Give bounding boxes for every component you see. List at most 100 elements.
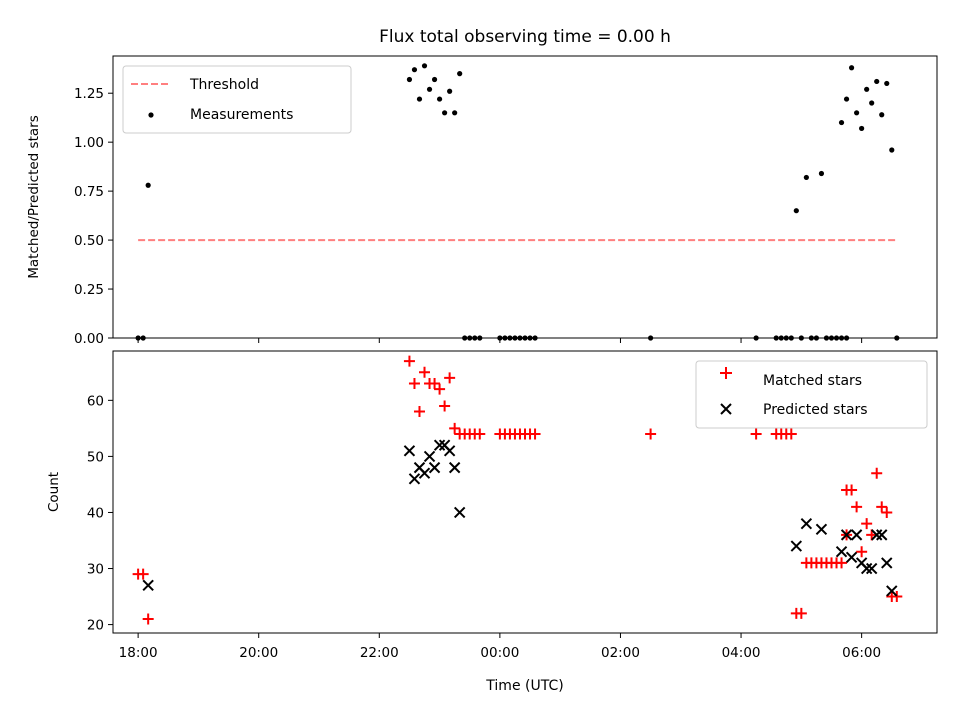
predicted-stars-point	[443, 445, 456, 457]
ratio-y-tick-label: 0.25	[74, 282, 104, 298]
matched-legend-swatch	[720, 367, 732, 379]
matched-stars-point	[861, 518, 873, 530]
predicted-stars-point	[881, 557, 893, 569]
matched-stars-point	[785, 428, 797, 440]
matched-stars-point	[846, 484, 858, 496]
count-plot-frame	[112, 350, 938, 634]
measurements-point	[416, 96, 423, 102]
ratio-plot-frame	[112, 55, 938, 339]
measurements-point	[426, 86, 433, 92]
legend-label-measurements: Measurements	[190, 107, 293, 123]
count-y-ticks: 20 30 40 50 60	[87, 393, 113, 634]
measurements-point	[431, 76, 438, 83]
x-tick-label: 02:00	[601, 645, 640, 661]
x-tick-label: 20:00	[239, 645, 278, 661]
matched-stars-point	[871, 467, 883, 479]
matched-stars-point	[851, 501, 863, 513]
predicted-legend-swatch	[720, 403, 732, 415]
measurements-point	[889, 147, 895, 153]
predicted-stars-point	[448, 461, 461, 474]
ratio-panel: Flux total observing time = 0.00 h Match…	[26, 27, 938, 347]
legend-label-threshold: Threshold	[189, 77, 259, 93]
matched-stars-point	[645, 428, 657, 440]
measurements-point	[447, 88, 453, 94]
predicted-stars-point	[790, 540, 803, 552]
ratio-y-tick-label: 0.50	[74, 233, 104, 249]
matched-stars-point	[444, 372, 456, 384]
matched-stars-point	[795, 607, 807, 619]
predicted-stars-point	[865, 562, 878, 575]
matched-stars-point	[876, 501, 888, 513]
measurements-point	[421, 63, 428, 69]
predicted-stars-point	[876, 529, 888, 541]
predicted-stars-point	[403, 445, 416, 457]
x-tick-label: 18:00	[119, 645, 158, 661]
x-tick-label: 04:00	[722, 645, 761, 661]
predicted-stars-point	[428, 461, 441, 474]
x-axis-label: Time (UTC)	[485, 678, 563, 694]
predicted-stars-point	[142, 579, 154, 592]
measurements-point	[859, 125, 865, 132]
matched-stars-point	[419, 366, 431, 378]
measurements-point	[406, 76, 413, 83]
y-axis-label-ratio: Matched/Predicted stars	[26, 115, 42, 278]
predicted-stars-point	[850, 529, 863, 541]
measurements-point	[442, 110, 448, 116]
matched-stars-point	[750, 428, 762, 440]
x-tick-label: 00:00	[480, 645, 519, 661]
count-y-tick-label: 20	[87, 618, 104, 634]
ratio-y-ticks: 0.00 0.25 0.50 0.75 1.00 1.25	[74, 86, 113, 347]
x-tick-label: 06:00	[842, 645, 881, 661]
predicted-stars-point	[815, 523, 828, 535]
matched-stars-point	[429, 378, 441, 390]
ratio-y-tick-label: 1.25	[74, 86, 104, 102]
y-axis-label-count: Count	[46, 472, 62, 512]
matched-stars-point	[529, 428, 541, 440]
legend-frame	[695, 360, 928, 429]
predicted-stars-point	[408, 473, 421, 485]
predicted-stars-point	[845, 551, 858, 564]
predicted-stars-point	[423, 450, 436, 463]
count-y-tick-label: 30	[87, 562, 104, 578]
predicted-stars-point	[886, 585, 898, 597]
matched-stars-point	[836, 557, 848, 569]
predicted-stars-point	[860, 562, 873, 575]
chart-title: Flux total observing time = 0.00 h	[379, 27, 671, 47]
measurements-point	[436, 96, 443, 102]
count-y-tick-label: 60	[87, 393, 104, 409]
ratio-y-tick-label: 1.00	[74, 135, 104, 151]
matched-stars-point	[881, 506, 893, 518]
count-x-ticks: 18:00 20:00 22:00 00:00 02:00 04:00 06:00	[119, 633, 881, 661]
measurements-point	[879, 112, 885, 118]
measurements-point	[864, 86, 870, 92]
matched-stars-point	[856, 546, 868, 558]
matched-stars-point	[403, 355, 415, 367]
predicted-stars-point	[800, 517, 813, 530]
predicted-stars-point	[433, 439, 446, 451]
matched-stars-point	[891, 591, 903, 603]
legend-frame	[122, 65, 352, 134]
measurements-point	[452, 110, 458, 116]
ratio-y-tick-label: 0.75	[74, 184, 104, 200]
predicted-stars-point	[870, 529, 883, 541]
count-panel: Count Time (UTC) 20 30 40 50 60 18:00 20:00 22…	[46, 350, 938, 694]
matched-stars-point	[434, 383, 446, 395]
matched-stars-point	[408, 378, 420, 390]
count-y-tick-label: 50	[87, 449, 104, 465]
ratio-legend: Threshold Measurements	[122, 65, 352, 134]
matched-stars-point	[449, 422, 461, 434]
count-marks	[132, 355, 903, 625]
measurements-point	[411, 67, 418, 73]
ratio-y-tick-label: 0.00	[74, 331, 104, 347]
matched-stars-point	[137, 568, 149, 580]
measurements-point	[848, 65, 855, 71]
predicted-stars-point	[835, 546, 848, 558]
measurements-point	[803, 174, 809, 181]
matched-stars-point	[439, 400, 451, 412]
matched-stars-point	[413, 406, 425, 418]
measurements-point	[818, 170, 825, 177]
count-y-tick-label: 40	[87, 505, 104, 521]
measurements-point	[838, 119, 845, 126]
count-legend: Matched stars Predicted stars	[695, 360, 928, 429]
